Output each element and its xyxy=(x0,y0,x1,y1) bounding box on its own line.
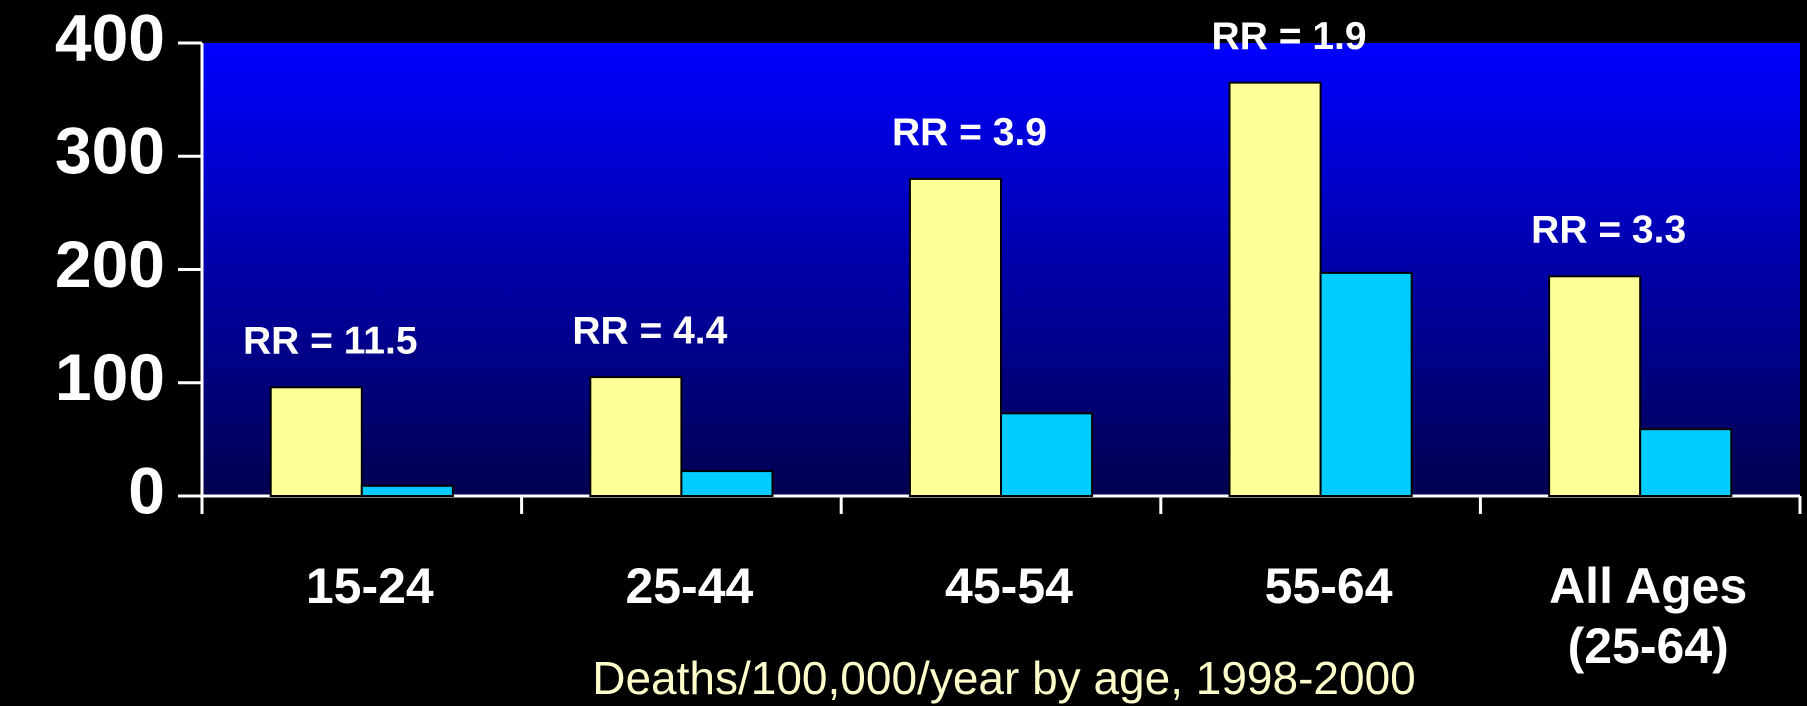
y-tick-label: 100 xyxy=(55,340,165,414)
x-tick-label: 45-54 xyxy=(945,558,1073,614)
x-tick-label: 25-44 xyxy=(625,558,754,614)
x-tick-label: 15-24 xyxy=(305,558,434,614)
annotation: RR = 3.3 xyxy=(1531,209,1686,252)
annotation: RR = 4.4 xyxy=(572,309,727,352)
x-tick-label: 55-64 xyxy=(1264,558,1393,614)
y-tick-label: 200 xyxy=(55,227,165,301)
bar xyxy=(1000,412,1094,498)
bar xyxy=(1319,271,1413,497)
bar xyxy=(1228,81,1322,497)
bar xyxy=(360,484,454,497)
bar xyxy=(1639,428,1733,497)
annotation: RR = 3.9 xyxy=(892,111,1047,154)
y-tick-label: 0 xyxy=(128,453,165,527)
annotation: RR = 11.5 xyxy=(243,320,418,363)
annotation: RR = 1.9 xyxy=(1212,15,1367,58)
x-tick-label: All Ages (25-64) xyxy=(1549,558,1748,674)
y-tick-label: 400 xyxy=(55,0,165,74)
bar xyxy=(1548,275,1642,498)
y-tick-label: 300 xyxy=(55,114,165,188)
bar xyxy=(589,376,683,497)
bar xyxy=(269,386,363,497)
bar xyxy=(908,177,1002,497)
bar xyxy=(680,470,774,497)
x-axis-label: Deaths/100,000/year by age, 1998-2000 xyxy=(592,652,1416,704)
